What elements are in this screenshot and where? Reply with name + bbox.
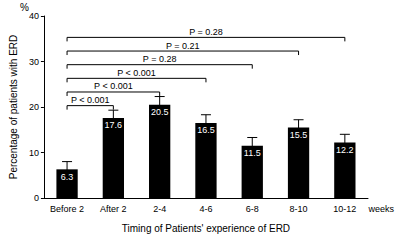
svg-text:15.5: 15.5 — [290, 130, 308, 140]
svg-text:P < 0.001: P < 0.001 — [94, 81, 133, 91]
svg-text:Before 2: Before 2 — [50, 204, 84, 214]
svg-text:10: 10 — [29, 148, 39, 158]
svg-text:17.6: 17.6 — [105, 120, 123, 130]
svg-text:P < 0.001: P < 0.001 — [117, 68, 156, 78]
svg-text:%: % — [20, 2, 29, 13]
svg-text:40: 40 — [29, 11, 39, 21]
svg-text:P = 0.28: P = 0.28 — [143, 54, 177, 64]
svg-text:P < 0.001: P < 0.001 — [71, 95, 110, 105]
svg-text:16.5: 16.5 — [197, 125, 215, 135]
svg-text:8-10: 8-10 — [290, 204, 308, 214]
svg-text:6-8: 6-8 — [246, 204, 259, 214]
svg-text:11.5: 11.5 — [244, 148, 261, 158]
svg-text:20.5: 20.5 — [151, 107, 169, 117]
svg-text:12.2: 12.2 — [336, 145, 354, 155]
svg-text:20: 20 — [29, 102, 39, 112]
svg-text:Timing of Patients' experience: Timing of Patients' experience of ERD — [122, 223, 290, 234]
svg-text:2-4: 2-4 — [153, 204, 166, 214]
svg-text:P = 0.21: P = 0.21 — [166, 41, 200, 51]
svg-text:Percentage of patients with ER: Percentage of patients with ERD — [8, 35, 19, 180]
svg-text:0: 0 — [34, 193, 39, 203]
svg-text:weeks: weeks — [367, 204, 394, 214]
svg-text:6.3: 6.3 — [61, 172, 74, 182]
svg-text:4-6: 4-6 — [199, 204, 212, 214]
svg-text:30: 30 — [29, 57, 39, 67]
svg-text:10-12: 10-12 — [333, 204, 356, 214]
svg-text:P = 0.28: P = 0.28 — [189, 27, 223, 37]
svg-text:After 2: After 2 — [100, 204, 127, 214]
